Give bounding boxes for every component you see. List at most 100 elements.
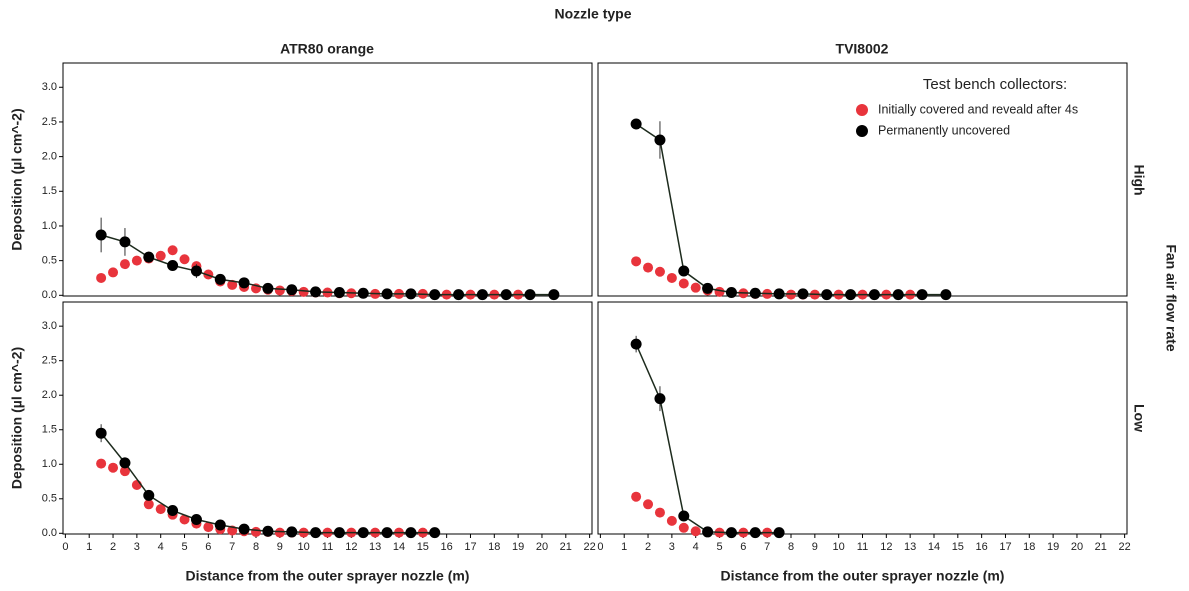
point [690,282,701,293]
point [286,284,298,296]
point [773,288,785,300]
y-tick-label: 2.5 [42,116,57,128]
x-tick-label: 8 [788,541,794,553]
point [274,527,285,538]
point [678,265,690,277]
y-tick-label: 2.5 [42,355,57,367]
point [654,266,665,277]
x-axis-label: Distance from the outer sprayer nozzle (… [721,568,1005,584]
point [262,525,274,537]
point [203,522,214,533]
y-tick-label: 0.5 [42,255,57,267]
y-tick-label: 1.5 [42,424,57,436]
x-tick-label: 19 [512,541,524,553]
point [167,259,179,271]
y-tick-label: 1.0 [42,220,57,232]
y-tick-label: 2.0 [42,389,57,401]
point [725,527,737,539]
x-axis-label: Distance from the outer sprayer nozzle (… [186,568,470,584]
x-tick-label: 9 [277,541,283,553]
point [749,287,761,299]
point [524,289,536,301]
point [298,286,309,297]
row-title: Fan air flow rate [1163,244,1179,352]
x-tick-label: 18 [1023,541,1035,553]
x-tick-label: 4 [693,541,699,553]
point [940,289,952,301]
x-tick-label: 21 [560,541,572,553]
x-tick-label: 14 [393,541,405,553]
point [476,289,488,301]
x-tick-label: 6 [205,541,211,553]
point [143,499,154,510]
x-tick-label: 15 [952,541,964,553]
x-tick-label: 1 [621,541,627,553]
chart-title: Nozzle type [554,6,631,22]
x-tick-label: 19 [1047,541,1059,553]
point [357,527,369,539]
point [749,527,761,539]
point [108,267,119,278]
y-tick-label: 1.0 [42,458,57,470]
x-tick-label: 22 [1118,541,1130,553]
series-line [635,343,780,534]
point [95,229,107,241]
point [453,289,465,301]
point [310,286,322,298]
point [654,134,666,146]
x-tick-label: 20 [536,541,548,553]
point [214,273,226,285]
point [429,527,441,539]
series-line [100,432,435,534]
legend-label: Initially covered and reveald after 4s [878,102,1078,116]
point [725,287,737,299]
point [155,504,166,515]
x-tick-label: 3 [134,541,140,553]
x-tick-label: 10 [298,541,310,553]
row-label: Low [1131,404,1147,432]
point [821,289,833,301]
point [381,288,393,300]
point [179,254,190,265]
x-tick-label: 2 [645,541,651,553]
point [666,515,677,526]
point [916,289,928,301]
point [119,457,131,469]
point [868,289,880,301]
point [429,289,441,301]
x-tick-label: 12 [345,541,357,553]
point [143,489,155,501]
y-tick-label: 2.0 [42,151,57,163]
point [631,491,642,502]
y-tick-label: 1.5 [42,185,57,197]
point [643,262,654,273]
x-tick-label: 18 [488,541,500,553]
point [227,279,238,290]
point [631,256,642,267]
x-tick-label: 7 [764,541,770,553]
point [190,265,202,277]
legend-marker [856,104,868,116]
x-tick-label: 13 [369,541,381,553]
point [190,514,202,525]
x-tick-label: 6 [740,541,746,553]
point [845,289,857,301]
x-tick-label: 16 [441,541,453,553]
point [405,288,417,300]
point [548,289,560,301]
point [702,282,714,294]
point [666,272,677,283]
panel [62,301,593,535]
x-tick-label: 17 [999,541,1011,553]
point [654,507,665,518]
x-tick-label: 12 [880,541,892,553]
point [108,462,119,473]
y-tick-label: 3.0 [42,320,57,332]
point [214,519,226,531]
point [797,288,809,300]
point [714,286,725,297]
x-tick-label: 20 [1071,541,1083,553]
panel [597,62,1128,297]
point [333,287,345,299]
